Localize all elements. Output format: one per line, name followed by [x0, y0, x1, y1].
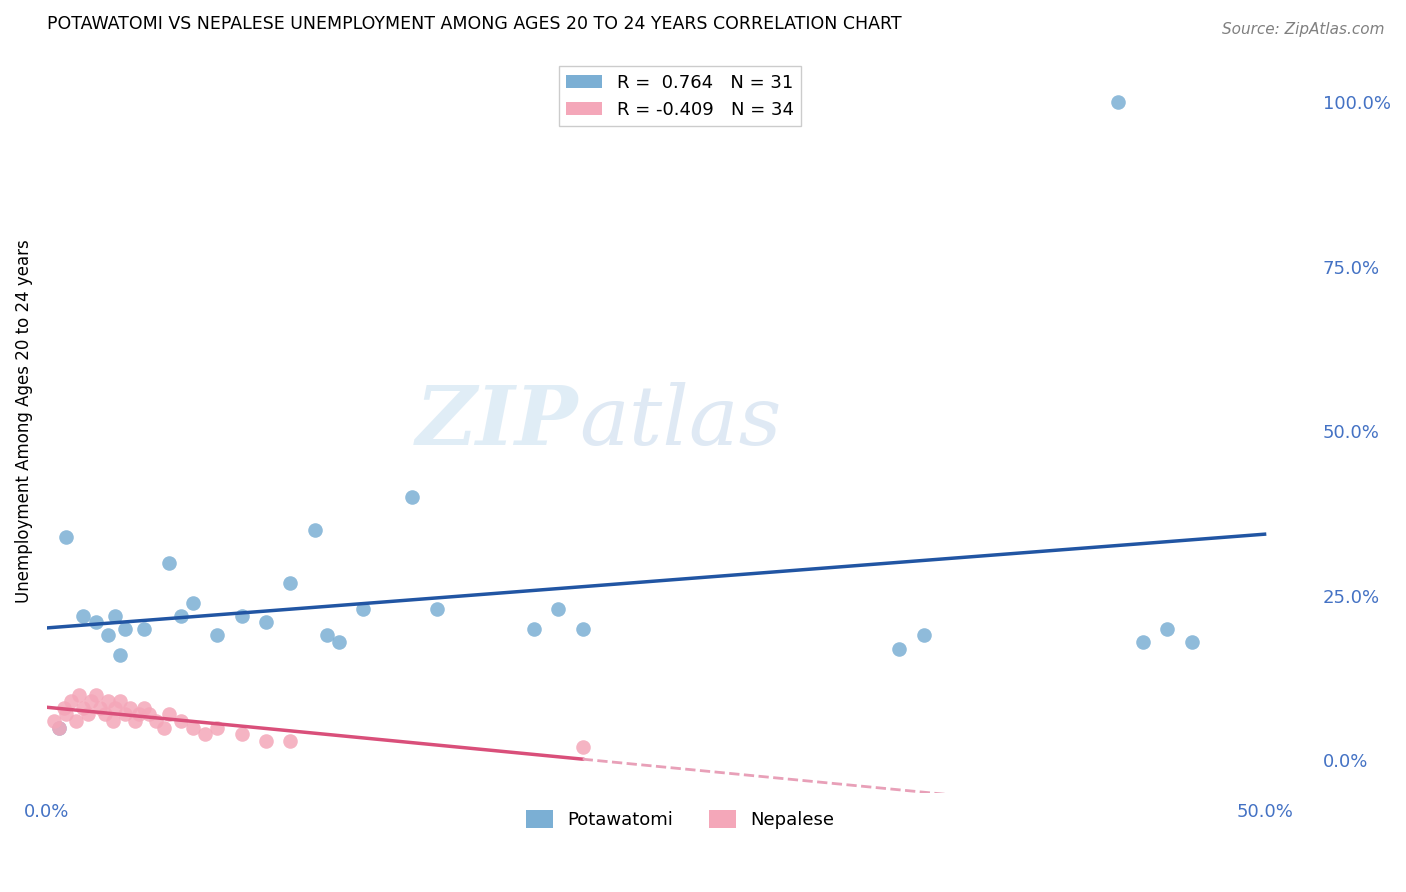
- Point: [1107, 95, 1129, 110]
- Point: [207, 721, 229, 735]
- Point: [65, 714, 87, 728]
- Point: [547, 602, 569, 616]
- Point: [1156, 622, 1178, 636]
- Point: [101, 714, 124, 728]
- Point: [118, 701, 141, 715]
- Point: [114, 622, 136, 636]
- Legend: Potawatomi, Nepalese: Potawatomi, Nepalese: [519, 803, 842, 837]
- Point: [48, 721, 70, 735]
- Point: [138, 707, 160, 722]
- Point: [94, 707, 117, 722]
- Point: [84, 688, 107, 702]
- Point: [571, 622, 593, 636]
- Point: [55, 530, 77, 544]
- Point: [52, 701, 75, 715]
- Text: atlas: atlas: [579, 382, 782, 461]
- Point: [304, 523, 326, 537]
- Point: [157, 556, 180, 570]
- Point: [353, 602, 375, 616]
- Point: [84, 615, 107, 630]
- Point: [280, 575, 302, 590]
- Point: [124, 714, 146, 728]
- Point: [55, 707, 77, 722]
- Point: [425, 602, 447, 616]
- Point: [231, 608, 253, 623]
- Point: [1132, 635, 1154, 649]
- Point: [48, 721, 70, 735]
- Point: [97, 628, 120, 642]
- Y-axis label: Unemployment Among Ages 20 to 24 years: Unemployment Among Ages 20 to 24 years: [15, 240, 32, 604]
- Point: [912, 628, 935, 642]
- Text: ZIP: ZIP: [416, 382, 579, 461]
- Point: [72, 608, 94, 623]
- Point: [207, 628, 229, 642]
- Point: [104, 608, 127, 623]
- Point: [231, 727, 253, 741]
- Point: [72, 701, 94, 715]
- Point: [401, 490, 423, 504]
- Point: [67, 688, 90, 702]
- Point: [134, 622, 156, 636]
- Point: [328, 635, 350, 649]
- Point: [145, 714, 167, 728]
- Point: [77, 707, 100, 722]
- Point: [1180, 635, 1202, 649]
- Point: [194, 727, 217, 741]
- Point: [157, 707, 180, 722]
- Point: [254, 733, 277, 747]
- Point: [89, 701, 111, 715]
- Point: [152, 721, 174, 735]
- Text: Source: ZipAtlas.com: Source: ZipAtlas.com: [1222, 22, 1385, 37]
- Point: [181, 721, 204, 735]
- Point: [114, 707, 136, 722]
- Point: [108, 694, 131, 708]
- Point: [889, 641, 911, 656]
- Point: [316, 628, 339, 642]
- Point: [104, 701, 127, 715]
- Point: [97, 694, 120, 708]
- Point: [280, 733, 302, 747]
- Text: POTAWATOMI VS NEPALESE UNEMPLOYMENT AMONG AGES 20 TO 24 YEARS CORRELATION CHART: POTAWATOMI VS NEPALESE UNEMPLOYMENT AMON…: [46, 15, 901, 33]
- Point: [60, 694, 83, 708]
- Point: [80, 694, 103, 708]
- Point: [571, 740, 593, 755]
- Point: [181, 595, 204, 609]
- Point: [128, 707, 150, 722]
- Point: [44, 714, 66, 728]
- Point: [523, 622, 546, 636]
- Point: [134, 701, 156, 715]
- Point: [170, 714, 193, 728]
- Point: [254, 615, 277, 630]
- Point: [108, 648, 131, 662]
- Point: [170, 608, 193, 623]
